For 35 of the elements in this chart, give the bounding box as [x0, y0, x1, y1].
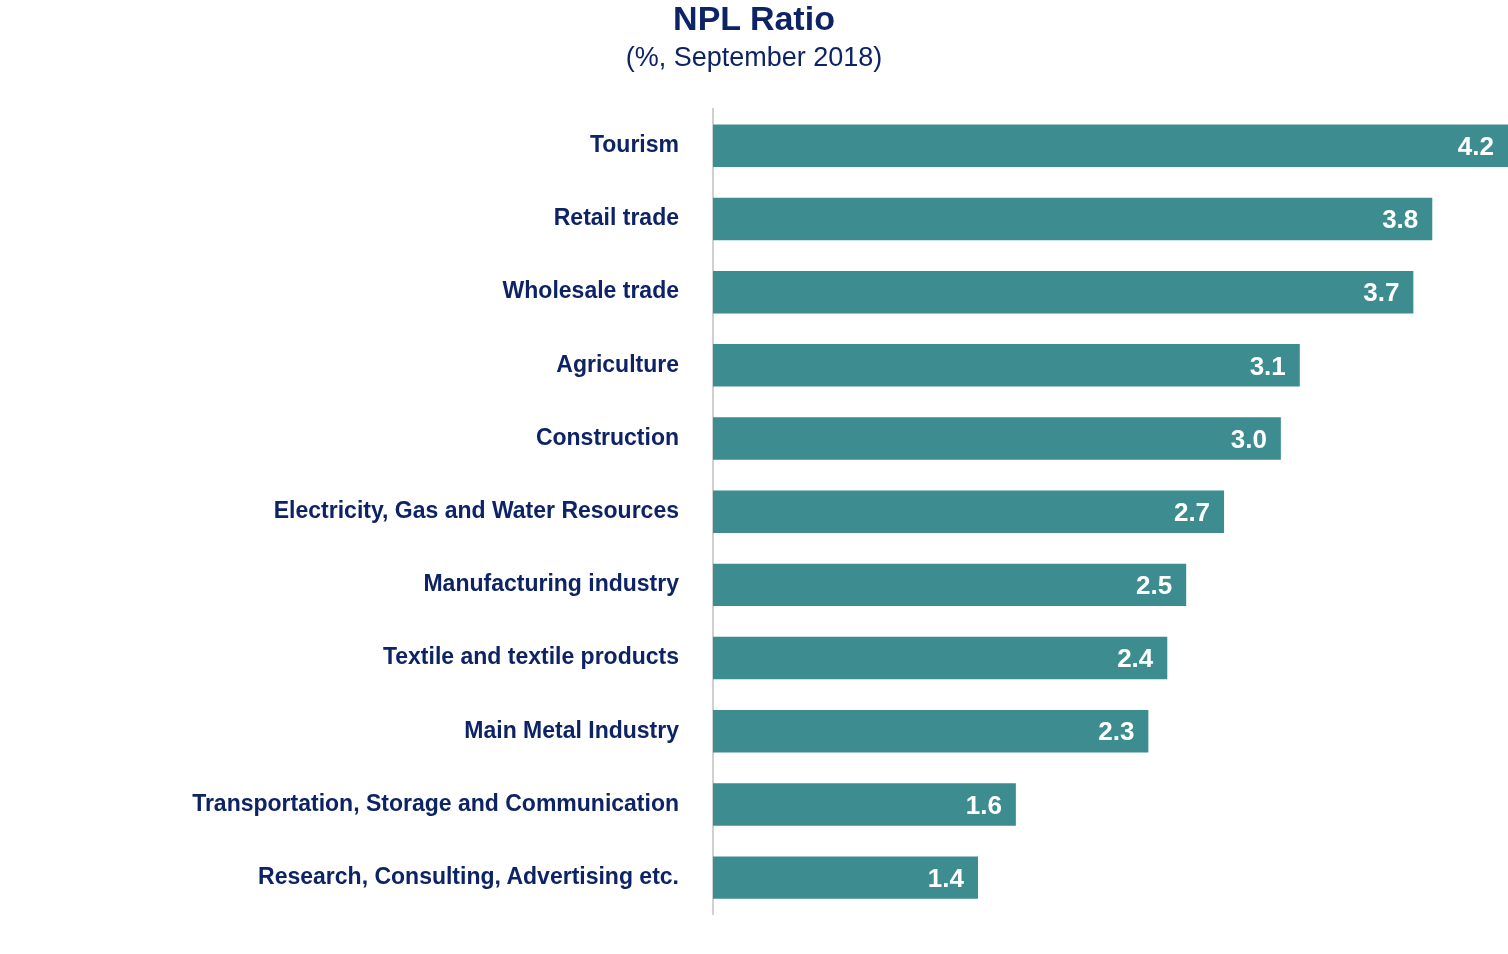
bar: [713, 417, 1281, 460]
data-label: 3.1: [1249, 350, 1286, 381]
bar: [713, 856, 978, 899]
bar: [713, 197, 1433, 241]
bar: [713, 490, 1225, 533]
chart-title: NPL Ratio: [673, 0, 835, 37]
data-label: 1.6: [965, 789, 1002, 820]
data-label: 3.0: [1230, 423, 1267, 454]
data-label: 1.4: [927, 862, 965, 893]
bar: [713, 783, 1016, 826]
chart-subtitle: (%, September 2018): [625, 42, 883, 73]
y-tick-label: Main Metal Industry: [464, 716, 680, 743]
bar: [713, 636, 1168, 680]
data-label: 2.4: [1117, 643, 1154, 674]
bar: [713, 710, 1149, 753]
data-label: 2.5: [1136, 570, 1173, 601]
bar: [713, 344, 1300, 387]
y-tick-label: Research, Consulting, Advertising etc.: [258, 862, 679, 889]
data-label: 3.7: [1363, 277, 1400, 308]
y-tick-label: Retail trade: [553, 204, 679, 231]
y-tick-label: Tourism: [589, 131, 679, 158]
data-label: 4.2: [1457, 130, 1494, 161]
bar: [713, 124, 1508, 168]
y-tick-label: Wholesale trade: [502, 277, 679, 304]
bar: [713, 563, 1187, 607]
y-tick-label: Textile and textile products: [382, 643, 679, 670]
y-tick-label: Agriculture: [556, 350, 679, 377]
y-tick-label: Construction: [535, 423, 679, 450]
data-label: 2.7: [1173, 496, 1211, 527]
data-label: 2.3: [1098, 716, 1135, 747]
y-tick-label: Manufacturing industry: [423, 570, 680, 597]
y-tick-label: Transportation, Storage and Communication: [192, 789, 679, 816]
bar: [713, 270, 1414, 314]
data-label: 3.8: [1382, 204, 1419, 235]
y-tick-label: Electricity, Gas and Water Resources: [273, 497, 679, 524]
